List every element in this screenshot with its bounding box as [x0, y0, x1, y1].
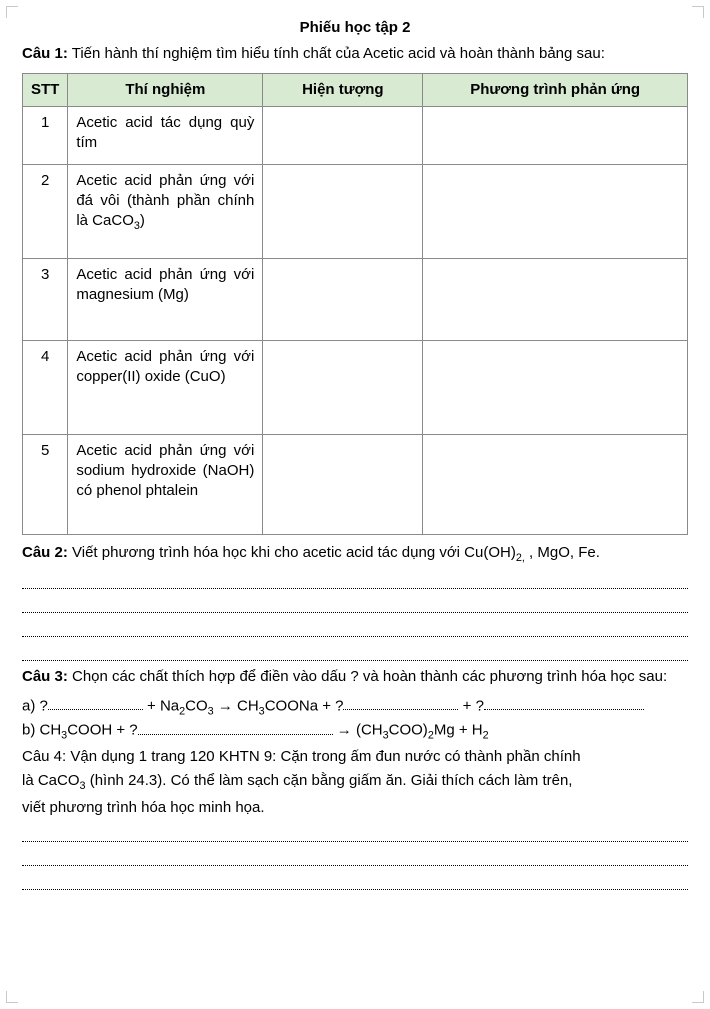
eq-b-sub4: 2 [483, 730, 489, 742]
cell-phuong-trinh [423, 434, 688, 534]
eq-b-mid3: Mg + H [434, 722, 483, 739]
q2-sub: 2, [516, 552, 525, 564]
eq-b-prefix: b) CH [22, 722, 61, 739]
page-corner-mark [692, 991, 704, 1003]
cell-stt: 5 [23, 434, 68, 534]
blank-fill [343, 696, 458, 710]
q2-text-head: Viết phương trình hóa học khi cho acetic… [68, 544, 516, 561]
header-phuong-trinh: Phương trình phản ứng [423, 73, 688, 106]
cell-hien-tuong [263, 434, 423, 534]
table-header-row: STT Thí nghiệm Hiện tượng Phương trình p… [23, 73, 688, 106]
question-1: Câu 1: Tiến hành thí nghiệm tìm hiểu tín… [22, 44, 688, 64]
cell-phuong-trinh [423, 340, 688, 434]
cell-hien-tuong [263, 164, 423, 258]
table-row: 1Acetic acid tác dụng quỳ tím [23, 106, 688, 164]
page-corner-mark [6, 991, 18, 1003]
q4-line2-a: là CaCO [22, 772, 80, 789]
answer-line [22, 848, 688, 866]
answer-line [22, 824, 688, 842]
cell-stt: 3 [23, 258, 68, 340]
cell-hien-tuong [263, 258, 423, 340]
q4-line2-b: (hình 24.3). Có thể làm sạch cặn bằng gi… [86, 772, 573, 789]
eq-a-mid1: + Na [143, 697, 179, 714]
q2-label: Câu 2: [22, 544, 68, 561]
cell-stt: 2 [23, 164, 68, 258]
q2-text-tail: , MgO, Fe. [525, 544, 600, 561]
table-row: 3Acetic acid phản ứng với magnesium (Mg) [23, 258, 688, 340]
answer-line [22, 872, 688, 890]
cell-phuong-trinh [423, 164, 688, 258]
cell-phuong-trinh [423, 106, 688, 164]
cell-hien-tuong [263, 106, 423, 164]
page-title: Phiếu học tập 2 [22, 18, 688, 38]
cell-thi-nghiem: Acetic acid phản ứng với magnesium (Mg) [68, 258, 263, 340]
answer-line [22, 571, 688, 589]
cell-thi-nghiem: Acetic acid phản ứng với copper(II) oxid… [68, 340, 263, 434]
answer-line [22, 643, 688, 661]
header-hien-tuong: Hiện tượng [263, 73, 423, 106]
cell-thi-nghiem: Acetic acid phản ứng với sodium hydroxid… [68, 434, 263, 534]
q1-text: Tiến hành thí nghiệm tìm hiểu tính chất … [68, 45, 605, 62]
question-4-line1: Câu 4: Vận dụng 1 trang 120 KHTN 9: Cặn … [22, 747, 688, 767]
eq-b-mid2: COO) [389, 722, 428, 739]
question-3: Câu 3: Chọn các chất thích hợp để điền v… [22, 667, 688, 687]
equation-b: b) CH3COOH + ? → (CH3COO)2Mg + H2 [22, 720, 688, 743]
answer-line [22, 595, 688, 613]
equation-a: a) ? + Na2CO3 → CH3COONa + ? + ? [22, 696, 688, 719]
table-row: 2Acetic acid phản ứng với đá vôi (thành … [23, 164, 688, 258]
q1-label: Câu 1: [22, 45, 68, 62]
table-row: 4Acetic acid phản ứng với copper(II) oxi… [23, 340, 688, 434]
header-thi-nghiem: Thí nghiệm [68, 73, 263, 106]
eq-a-plus: + ? [458, 697, 483, 714]
cell-stt: 1 [23, 106, 68, 164]
blank-fill [138, 720, 333, 734]
eq-a-arrow: → CH [214, 697, 259, 714]
question-4-line3: viết phương trình hóa học minh họa. [22, 798, 688, 818]
page-corner-mark [692, 6, 704, 18]
eq-a-prefix: a) ? [22, 697, 48, 714]
table-row: 5Acetic acid phản ứng với sodium hydroxi… [23, 434, 688, 534]
page-corner-mark [6, 6, 18, 18]
eq-a-mid2: CO [185, 697, 208, 714]
answer-line [22, 619, 688, 637]
q3-label: Câu 3: [22, 668, 68, 685]
cell-stt: 4 [23, 340, 68, 434]
header-stt: STT [23, 73, 68, 106]
eq-b-mid1: COOH + ? [67, 722, 137, 739]
experiment-table: STT Thí nghiệm Hiện tượng Phương trình p… [22, 73, 688, 535]
q3-text: Chọn các chất thích hợp để điền vào dấu … [68, 668, 667, 685]
cell-thi-nghiem: Acetic acid phản ứng với đá vôi (thành p… [68, 164, 263, 258]
blank-fill [484, 696, 644, 710]
question-2: Câu 2: Viết phương trình hóa học khi cho… [22, 543, 688, 566]
cell-phuong-trinh [423, 258, 688, 340]
eq-a-mid3: COONa + ? [265, 697, 344, 714]
blank-fill [48, 696, 143, 710]
eq-b-arrow: → (CH [333, 722, 383, 739]
question-4-line2: là CaCO3 (hình 24.3). Có thể làm sạch cặ… [22, 771, 688, 794]
cell-thi-nghiem: Acetic acid tác dụng quỳ tím [68, 106, 263, 164]
cell-hien-tuong [263, 340, 423, 434]
